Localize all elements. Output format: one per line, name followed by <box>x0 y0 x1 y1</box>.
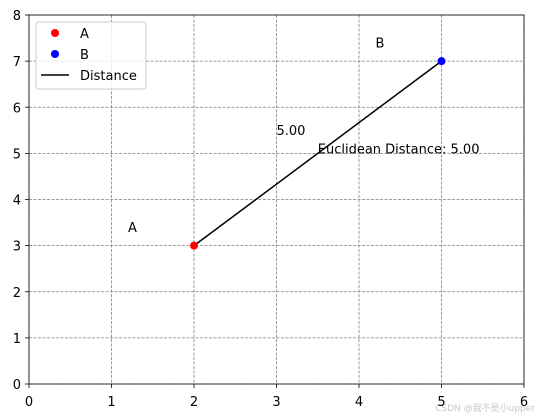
legend-label: A <box>80 27 89 42</box>
x-tick-label: 1 <box>107 395 115 410</box>
annotation: A <box>128 221 137 236</box>
legend-marker <box>51 29 59 37</box>
y-tick-label: 3 <box>13 240 21 255</box>
y-tick-label: 4 <box>13 194 21 209</box>
distance-line <box>193 60 442 247</box>
legend-label: B <box>80 48 89 63</box>
plot-frame <box>28 14 525 385</box>
annotation: Euclidean Distance: 5.00 <box>318 142 480 157</box>
y-tick-label: 5 <box>13 147 21 162</box>
y-tick-label: 7 <box>13 55 21 70</box>
y-tick-label: 8 <box>13 9 21 24</box>
x-tick-label: 4 <box>355 395 363 410</box>
legend-label: Distance <box>80 69 137 84</box>
x-tick-label: 2 <box>190 395 198 410</box>
watermark: CSDN @我不是小upper <box>435 403 535 414</box>
annotation: B <box>376 36 385 51</box>
annotation: 5.00 <box>277 124 306 139</box>
point <box>437 57 446 66</box>
point <box>190 241 198 250</box>
y-tick-label: 6 <box>13 101 21 116</box>
legend-marker <box>51 50 59 58</box>
x-tick-label: 3 <box>272 395 280 410</box>
x-tick-label: 6 <box>520 395 528 410</box>
y-tick-label: 1 <box>13 332 21 347</box>
y-tick-label: 0 <box>13 378 21 393</box>
y-tick-label: 2 <box>13 286 21 301</box>
legend-box <box>35 21 147 90</box>
legend: AB Distance <box>35 21 147 90</box>
x-tick-label: 0 <box>25 395 33 410</box>
x-tick-label: 5 <box>437 395 445 410</box>
